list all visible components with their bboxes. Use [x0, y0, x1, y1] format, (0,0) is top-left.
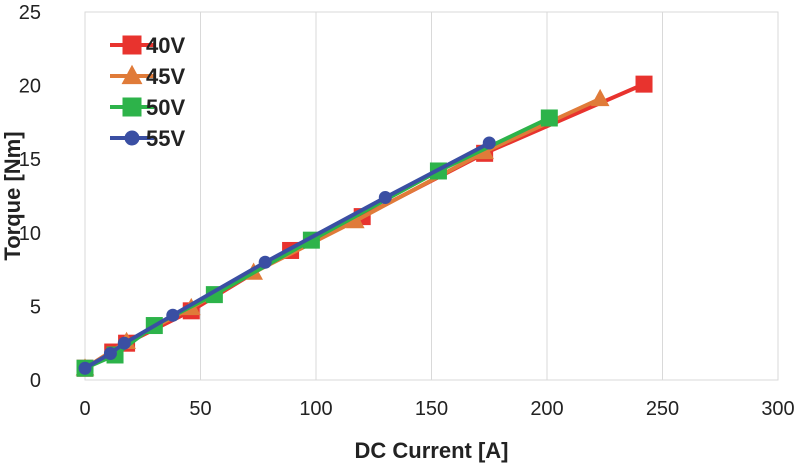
legend: 40V 45V 50V 55V [110, 33, 185, 151]
legend-item: 50V [110, 95, 185, 120]
legend-item: 55V [110, 126, 185, 151]
y-tick-label: 25 [19, 2, 41, 24]
series [75, 75, 653, 377]
x-axis-label: DC Current [A] [355, 438, 509, 463]
x-tick-label: 0 [79, 398, 90, 420]
legend-label: 55V [146, 126, 185, 151]
y-tick-label: 15 [19, 149, 41, 171]
x-tick-label: 200 [530, 398, 563, 420]
x-tick-label: 250 [646, 398, 679, 420]
series-40v [76, 75, 653, 377]
x-tick-label: 300 [761, 398, 794, 420]
plot-area-frame [84, 11, 779, 381]
x-tick-label: 50 [189, 398, 211, 420]
legend-label: 45V [146, 64, 185, 89]
data-point-circle [166, 308, 180, 322]
grid [84, 12, 779, 380]
legend-item: 45V [110, 64, 185, 89]
tick-labels: 0 50 100 150 200 250 300 0 5 10 15 20 25 [19, 2, 795, 420]
data-point-circle [378, 190, 392, 204]
data-point-circle [482, 136, 496, 150]
data-point-square [635, 75, 653, 93]
data-point-square [540, 109, 558, 127]
y-tick-label: 5 [30, 296, 41, 318]
data-point-square [122, 35, 142, 55]
data-point-triangle [345, 211, 365, 229]
x-tick-label: 100 [299, 398, 332, 420]
data-point-circle [103, 347, 117, 361]
data-point-circle [117, 336, 131, 350]
series-55v [78, 136, 496, 375]
legend-item: 40V [110, 33, 185, 58]
y-tick-label: 20 [19, 76, 41, 98]
data-point-circle [78, 361, 92, 375]
data-point-circle [258, 255, 272, 269]
y-tick-label: 0 [30, 370, 41, 392]
y-tick-label: 10 [19, 223, 41, 245]
data-point-square [122, 97, 142, 117]
data-point-triangle [121, 64, 143, 85]
x-tick-label: 150 [415, 398, 448, 420]
legend-label: 40V [146, 33, 185, 58]
legend-label: 50V [146, 95, 185, 120]
data-point-circle [124, 130, 140, 146]
data-point-triangle [590, 88, 610, 107]
y-axis-label: Torque [Nm] [0, 131, 25, 260]
